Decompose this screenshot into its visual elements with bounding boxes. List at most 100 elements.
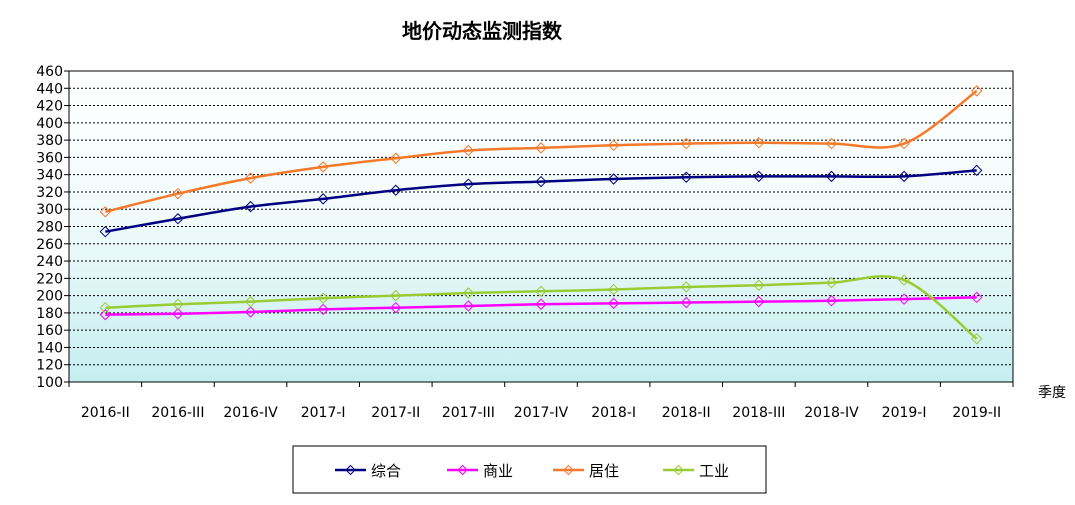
- series-point: [172, 213, 184, 225]
- series-point: [172, 308, 184, 320]
- legend-marker: [457, 464, 468, 476]
- series-point: [244, 306, 257, 318]
- y-tick-label: 140: [36, 340, 63, 356]
- series-lines: [105, 89, 978, 340]
- series-point: [317, 292, 329, 304]
- series-point: [680, 171, 692, 183]
- y-tick-label: 320: [36, 185, 63, 201]
- y-tick-label: 360: [36, 150, 63, 166]
- series-line: [105, 275, 978, 340]
- legend-label: 商业: [483, 462, 513, 480]
- x-tick-label: 2017-I: [301, 405, 346, 421]
- series-point: [172, 187, 184, 200]
- series-point: [462, 287, 475, 299]
- legend-box: [292, 445, 767, 494]
- y-tick-label: 100: [36, 375, 63, 391]
- series-point: [680, 281, 692, 293]
- series-point: [99, 301, 112, 314]
- series-point: [898, 293, 910, 305]
- series-line: [105, 296, 977, 316]
- x-tick-label: 2016-III: [151, 405, 204, 421]
- y-tick-label: 200: [36, 289, 63, 305]
- y-tick-label: 380: [36, 133, 63, 149]
- series-point: [317, 161, 329, 173]
- y-tick-label: 260: [36, 237, 63, 253]
- series-point: [535, 175, 547, 188]
- legend-marker: [345, 464, 356, 476]
- x-tick-label: 2018-III: [732, 405, 785, 421]
- series-point: [898, 137, 910, 150]
- series-point: [535, 298, 547, 310]
- series-markers: [99, 85, 983, 345]
- y-tick-label: 280: [36, 220, 63, 236]
- plot-border: [68, 70, 1014, 383]
- y-tick-label: 440: [36, 81, 63, 97]
- y-tick-label: 340: [36, 168, 63, 184]
- series-point: [317, 193, 329, 205]
- series-point: [753, 136, 765, 149]
- y-tick-label: 420: [36, 99, 63, 115]
- x-tick-label: 2016-II: [81, 405, 130, 421]
- y-tick-label: 180: [36, 306, 63, 322]
- series-point: [462, 178, 475, 190]
- series-point: [317, 303, 329, 316]
- series-line: [105, 169, 977, 233]
- series-point: [607, 297, 620, 310]
- series-point: [390, 184, 402, 196]
- legend-label: 工业: [699, 462, 729, 480]
- series-point: [825, 170, 838, 183]
- series-point: [244, 172, 257, 184]
- x-tick-labels: 2016-II 2016-III 2016-IV 2017-I 2017-II 2017-…: [81, 405, 1001, 421]
- series-point: [825, 295, 838, 307]
- series-point: [753, 170, 765, 183]
- series-point: [753, 279, 765, 291]
- series-line: [105, 89, 978, 214]
- series-point: [607, 173, 620, 185]
- series-point: [898, 170, 910, 183]
- series-point: [99, 206, 112, 218]
- y-tick-label: 400: [36, 116, 63, 132]
- x-axis-label: 季度: [1038, 385, 1066, 401]
- x-tick-label: 2018-II: [662, 405, 711, 421]
- series-point: [970, 333, 983, 345]
- series-point: [825, 137, 838, 150]
- y-tick-label: 120: [36, 358, 63, 374]
- x-tick-label: 2018-IV: [804, 405, 859, 421]
- chart-title: 地价动态监测指数: [402, 19, 563, 43]
- series-point: [462, 300, 475, 312]
- series-point: [244, 295, 257, 308]
- series-point: [390, 289, 402, 302]
- series-point: [244, 200, 257, 213]
- series-point: [607, 139, 620, 152]
- series-point: [462, 144, 475, 157]
- x-tick-label: 2019-II: [952, 405, 1001, 421]
- series-point: [99, 308, 112, 321]
- y-tick-label: 220: [36, 271, 63, 287]
- series-point: [390, 301, 402, 314]
- x-tick-label: 2017-II: [371, 405, 420, 421]
- x-tick-label: 2017-III: [442, 405, 495, 421]
- x-tick-label: 2018-I: [591, 405, 636, 421]
- x-tick-label: 2016-IV: [223, 405, 278, 421]
- series-point: [680, 296, 692, 309]
- y-tick-label: 240: [36, 254, 63, 270]
- series-point: [680, 137, 692, 150]
- series-point: [970, 164, 983, 177]
- series-point: [535, 142, 547, 154]
- legend-marker: [563, 464, 574, 476]
- series-point: [172, 298, 184, 310]
- legend-label: 居住: [589, 462, 619, 480]
- series-point: [607, 283, 620, 296]
- series-point: [753, 295, 765, 308]
- x-tick-label: 2017-IV: [514, 405, 569, 421]
- series-point: [825, 276, 838, 289]
- legend: 综合 商业 居住 工业: [292, 445, 767, 494]
- series-point: [99, 225, 112, 238]
- y-tick-label: 460: [36, 64, 63, 80]
- x-tick-label: 2019-I: [882, 405, 927, 421]
- y-tick-label: 300: [36, 202, 63, 218]
- series-point: [898, 274, 910, 286]
- axes: [64, 70, 1014, 387]
